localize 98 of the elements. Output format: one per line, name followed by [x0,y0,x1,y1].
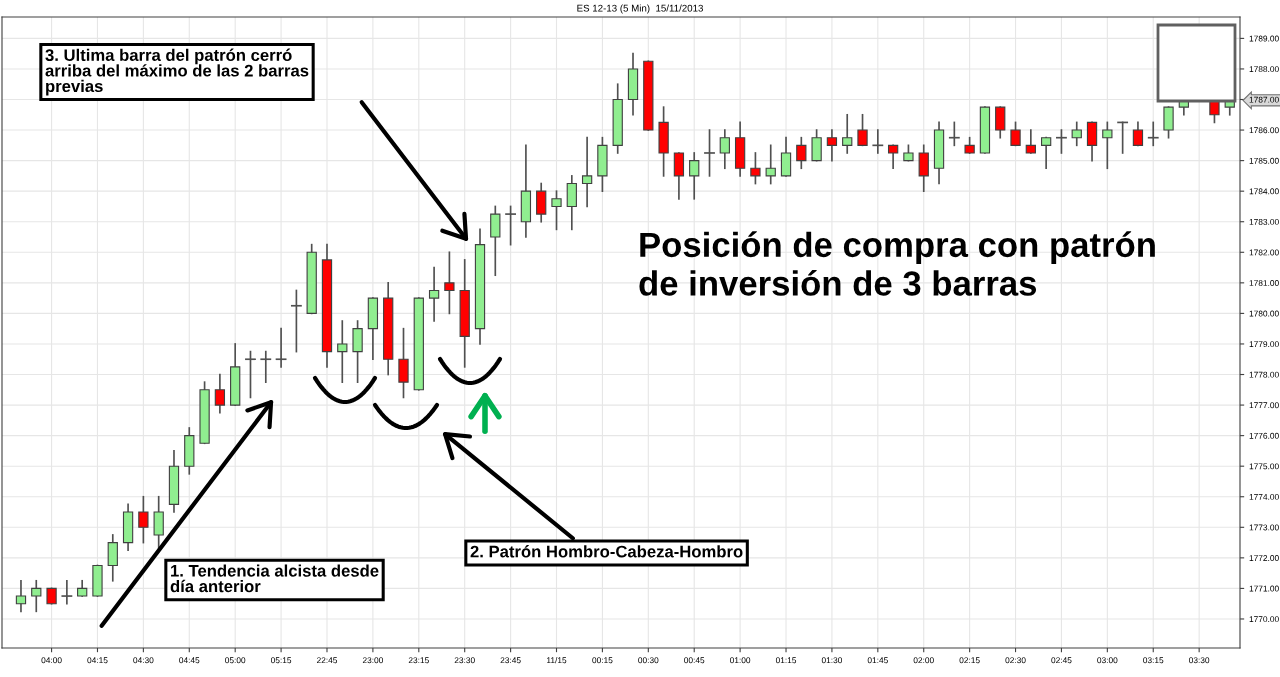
candlestick [842,113,853,154]
x-tick-label: 03:30 [1189,657,1210,664]
candlestick [398,327,409,399]
candlestick [551,190,562,231]
y-tick-label: 1774.00 [1249,493,1279,500]
y-tick-label: 1781.00 [1249,280,1279,286]
y-tick-label: 1777.00 [1249,402,1279,409]
x-tick-label: 02:30 [1005,657,1026,664]
annotation: 1. Tendencia alcista desde día anterior [170,564,379,593]
y-tick-label: 1775.00 [1249,463,1279,470]
candlestick [887,144,899,170]
x-tick-label: 05:15 [270,657,292,664]
y-tick-label: 1782.00 [1249,249,1279,256]
candlestick [948,121,960,147]
candlestick [826,129,838,162]
annotation: 3. Ultima barra del patrón cerró arriba del máximo de las 2 barras previas [45,48,309,96]
x-tick-label: 01:45 [867,657,888,664]
candlestick [107,534,118,582]
y-tick-label: 1779.00 [1249,341,1279,348]
candlestick [1071,121,1082,147]
x-tick-label: 05:00 [225,657,246,664]
candlestick [689,152,700,200]
candlestick [566,175,577,231]
y-tick-label: 1773.00 [1249,524,1279,531]
x-tick-label: 03:15 [1143,657,1164,664]
x-tick-label: 23:15 [408,657,429,664]
candlestick [1163,106,1174,139]
x-tick-label: 00:45 [684,657,705,664]
candlestick [337,320,348,383]
x-tick-label: 04:30 [133,657,154,664]
candlestick [1086,121,1098,162]
candlestick [811,129,822,162]
y-tick-label: 1776.00 [1249,432,1279,439]
candlestick [719,129,730,170]
x-tick-label: 04:45 [179,657,200,664]
candlestick [490,205,501,277]
candlestick [673,152,685,200]
y-tick-label: 1785.00 [1249,157,1279,164]
candlestick [1147,121,1159,147]
x-tick-label: 02:00 [913,657,934,664]
candlestick [428,266,440,322]
y-tick-label: 1770.00 [1249,616,1279,623]
x-tick-label: 01:30 [821,657,843,664]
y-tick-label: 1778.00 [1249,371,1279,378]
y-tick-label: 1784.00 [1249,188,1279,195]
y-tick-label: 1789.00 [1249,35,1279,42]
candlestick [1056,129,1067,154]
x-tick-label: 01:15 [775,657,797,664]
x-tick-label: 23:00 [362,657,383,664]
x-tick-label: 23:45 [500,657,521,664]
x-tick-label: 00:15 [592,657,613,664]
candlestick [1132,121,1144,147]
candlestick [796,136,807,170]
candlestick [581,136,593,208]
candlestick [750,152,761,185]
y-tick-label: 1780.00 [1249,310,1279,317]
x-tick-label: 03:00 [1097,657,1118,664]
candlestick [260,350,272,383]
candlestick [857,113,868,147]
chart-title: ES 12-13 (5 Min) 15/11/2013 [577,4,703,14]
y-tick-label: 1772.00 [1249,555,1279,561]
candlestick [290,289,302,353]
annotation: Posición de compra con patrón de inversión de 3 barras [639,231,1155,296]
candlestick [61,579,73,605]
candlestick [352,320,363,383]
candlestick [536,182,547,223]
candlestick [245,350,256,399]
x-tick-label: 04:15 [87,657,108,664]
candlestick [214,373,226,414]
candlestick [1025,129,1036,154]
candlestick [1102,121,1113,170]
candlestick [995,106,1006,139]
candlestick [918,144,929,193]
candlestick [780,136,792,177]
x-tick-label: 01:00 [730,657,751,664]
x-tick-label: 00:30 [638,657,659,664]
candlestick [138,495,149,544]
x-tick-label: 23:30 [454,657,475,664]
candlestick [704,129,715,177]
candlestick [275,327,287,368]
y-tick-label: 1771.00 [1249,585,1279,592]
candlestick [1010,121,1021,147]
y-tick-label: 1786.00 [1249,127,1279,134]
y-tick-label: 1788.00 [1249,66,1279,73]
annotation: 2. Patrón Hombro-Cabeza-Hombro [470,545,743,558]
candlestick [444,251,455,315]
candlestick [31,579,42,613]
x-tick-label: 02:45 [1051,657,1072,664]
x-tick-label: 11/15 [547,657,567,664]
candlestick [1040,136,1052,170]
candlestick [765,144,776,185]
y-tick-label: 1783.00 [1249,218,1279,225]
candlestick [505,205,517,246]
candlestick [15,579,27,613]
x-tick-label: 22:45 [316,657,338,664]
x-tick-label: 02:15 [959,657,980,664]
y-tick-label: 1787.00 [1249,96,1279,103]
x-tick-label: 04:00 [41,657,62,664]
